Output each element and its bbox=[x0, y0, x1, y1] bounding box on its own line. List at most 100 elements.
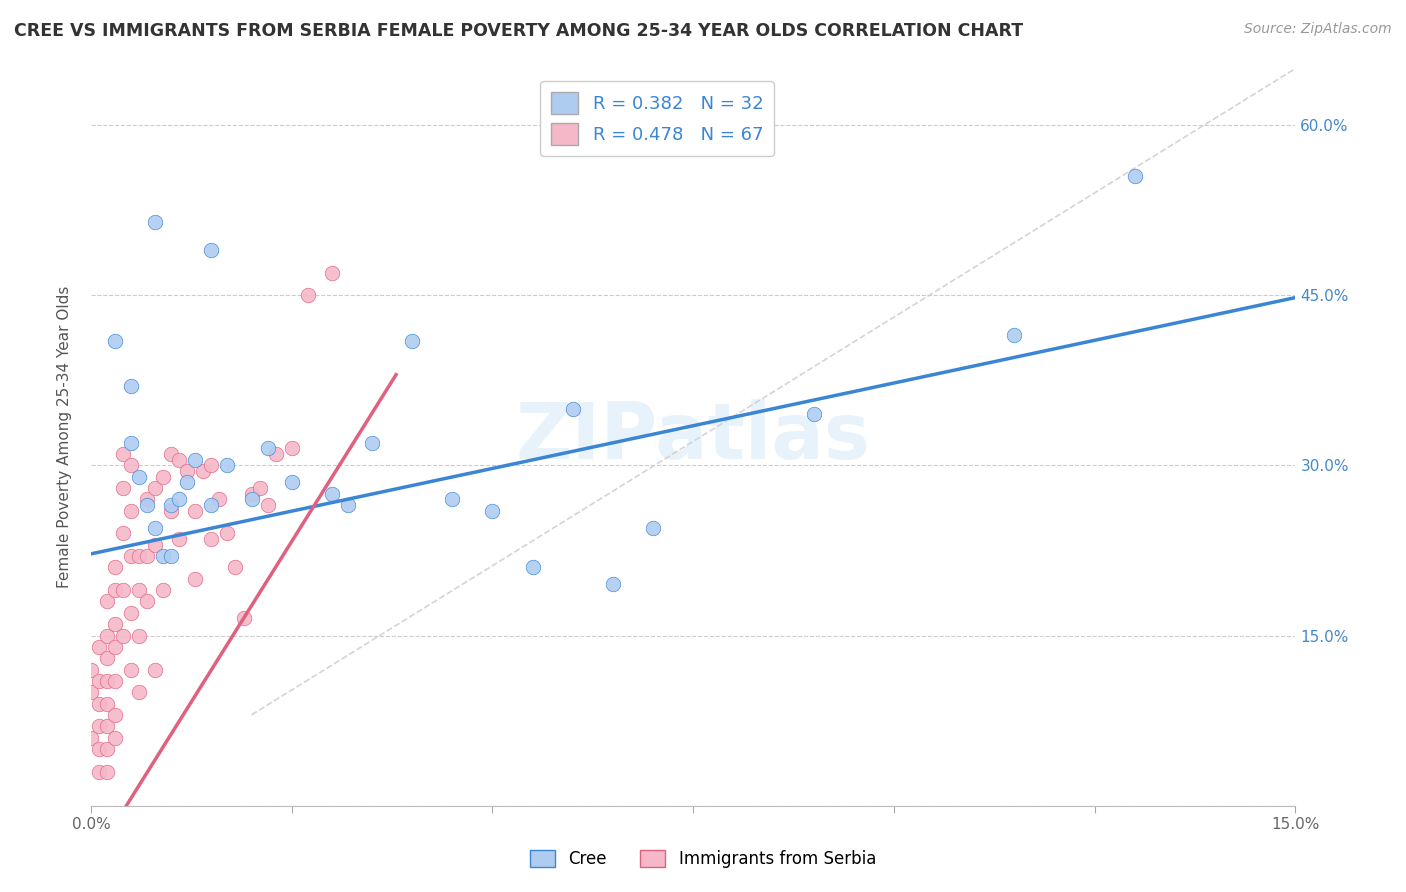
Point bbox=[136, 549, 159, 563]
Point bbox=[128, 628, 150, 642]
Point bbox=[321, 487, 343, 501]
Point bbox=[80, 685, 103, 699]
Point bbox=[803, 408, 825, 422]
Point bbox=[87, 764, 110, 779]
Point bbox=[249, 481, 271, 495]
Point bbox=[120, 606, 142, 620]
Point bbox=[96, 651, 118, 665]
Point bbox=[104, 673, 127, 688]
Point bbox=[104, 334, 127, 348]
Point bbox=[120, 379, 142, 393]
Point bbox=[112, 447, 135, 461]
Point bbox=[96, 697, 118, 711]
Text: CREE VS IMMIGRANTS FROM SERBIA FEMALE POVERTY AMONG 25-34 YEAR OLDS CORRELATION : CREE VS IMMIGRANTS FROM SERBIA FEMALE PO… bbox=[14, 22, 1024, 40]
Point bbox=[176, 464, 198, 478]
Point bbox=[96, 764, 118, 779]
Point bbox=[280, 475, 302, 490]
Legend: Cree, Immigrants from Serbia: Cree, Immigrants from Serbia bbox=[523, 843, 883, 875]
Point bbox=[128, 685, 150, 699]
Point bbox=[96, 628, 118, 642]
Point bbox=[184, 572, 207, 586]
Point bbox=[167, 492, 190, 507]
Point bbox=[184, 504, 207, 518]
Point bbox=[641, 521, 664, 535]
Point bbox=[120, 663, 142, 677]
Text: ZIPatlas: ZIPatlas bbox=[516, 399, 870, 475]
Point bbox=[143, 538, 166, 552]
Point bbox=[167, 452, 190, 467]
Point bbox=[112, 583, 135, 598]
Point bbox=[87, 742, 110, 756]
Point bbox=[112, 481, 135, 495]
Point bbox=[128, 583, 150, 598]
Point bbox=[200, 532, 222, 546]
Legend: R = 0.382   N = 32, R = 0.478   N = 67: R = 0.382 N = 32, R = 0.478 N = 67 bbox=[540, 81, 773, 156]
Point bbox=[143, 521, 166, 535]
Point bbox=[80, 731, 103, 745]
Point bbox=[104, 583, 127, 598]
Point bbox=[104, 707, 127, 722]
Point bbox=[522, 560, 544, 574]
Point bbox=[217, 458, 239, 473]
Point bbox=[1123, 169, 1146, 184]
Point bbox=[217, 526, 239, 541]
Point bbox=[120, 458, 142, 473]
Point bbox=[240, 492, 263, 507]
Point bbox=[136, 498, 159, 512]
Point bbox=[96, 673, 118, 688]
Point bbox=[128, 549, 150, 563]
Point bbox=[112, 628, 135, 642]
Point bbox=[160, 504, 183, 518]
Point bbox=[152, 469, 174, 483]
Point bbox=[200, 498, 222, 512]
Point bbox=[167, 532, 190, 546]
Point bbox=[176, 475, 198, 490]
Point bbox=[256, 498, 278, 512]
Point bbox=[152, 549, 174, 563]
Point bbox=[561, 401, 583, 416]
Point bbox=[297, 288, 319, 302]
Point bbox=[240, 487, 263, 501]
Point bbox=[136, 594, 159, 608]
Point bbox=[112, 526, 135, 541]
Point bbox=[184, 452, 207, 467]
Point bbox=[401, 334, 423, 348]
Point bbox=[87, 697, 110, 711]
Point bbox=[481, 504, 503, 518]
Point bbox=[128, 469, 150, 483]
Point bbox=[143, 663, 166, 677]
Point bbox=[200, 243, 222, 257]
Point bbox=[160, 447, 183, 461]
Point bbox=[1002, 328, 1025, 343]
Point bbox=[120, 435, 142, 450]
Point bbox=[96, 719, 118, 733]
Point bbox=[143, 481, 166, 495]
Point bbox=[96, 594, 118, 608]
Point bbox=[441, 492, 464, 507]
Point bbox=[80, 663, 103, 677]
Point bbox=[143, 214, 166, 228]
Point bbox=[152, 583, 174, 598]
Text: Source: ZipAtlas.com: Source: ZipAtlas.com bbox=[1244, 22, 1392, 37]
Point bbox=[200, 458, 222, 473]
Point bbox=[280, 442, 302, 456]
Point bbox=[87, 719, 110, 733]
Point bbox=[602, 577, 624, 591]
Point bbox=[136, 492, 159, 507]
Point bbox=[104, 731, 127, 745]
Point bbox=[120, 504, 142, 518]
Point bbox=[87, 640, 110, 654]
Point bbox=[160, 498, 183, 512]
Point bbox=[193, 464, 215, 478]
Point bbox=[256, 442, 278, 456]
Point bbox=[361, 435, 384, 450]
Point bbox=[104, 560, 127, 574]
Point bbox=[232, 611, 254, 625]
Point bbox=[321, 266, 343, 280]
Point bbox=[87, 673, 110, 688]
Point bbox=[104, 617, 127, 632]
Point bbox=[224, 560, 246, 574]
Point bbox=[120, 549, 142, 563]
Y-axis label: Female Poverty Among 25-34 Year Olds: Female Poverty Among 25-34 Year Olds bbox=[58, 285, 72, 588]
Point bbox=[264, 447, 287, 461]
